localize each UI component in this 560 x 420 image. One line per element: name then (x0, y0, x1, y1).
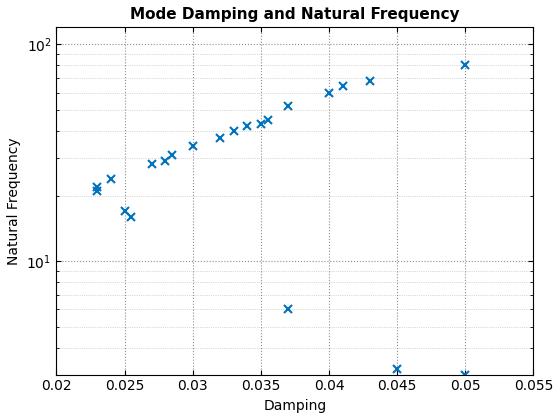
Y-axis label: Natural Frequency: Natural Frequency (7, 137, 21, 265)
X-axis label: Damping: Damping (263, 399, 326, 413)
Title: Mode Damping and Natural Frequency: Mode Damping and Natural Frequency (130, 7, 460, 22)
